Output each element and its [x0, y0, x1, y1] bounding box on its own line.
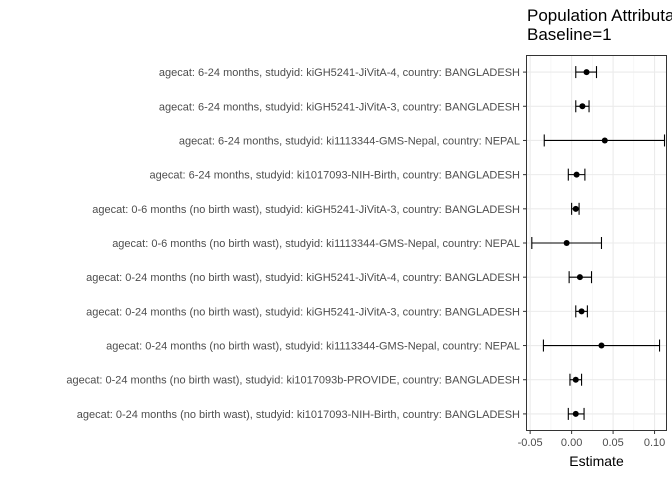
- estimate-point: [573, 171, 580, 178]
- x-axis: -0.05 0.00 0.05 0.10: [518, 431, 665, 449]
- estimate-point: [572, 410, 579, 417]
- x-tick-label: 0.05: [602, 437, 623, 449]
- estimate-point: [583, 69, 590, 76]
- row-label: agecat: 0-24 months (no birth wast), stu…: [86, 306, 520, 318]
- estimate-point: [576, 274, 583, 281]
- x-tick-label: 0.10: [644, 437, 665, 449]
- row-label: agecat: 6-24 months, studyid: kiGH5241-J…: [159, 67, 520, 79]
- row-label: agecat: 0-24 months (no birth wast), stu…: [66, 375, 520, 387]
- row-label: agecat: 6-24 months, studyid: ki1017093-…: [149, 170, 520, 182]
- row-label: agecat: 6-24 months, studyid: ki1113344-…: [179, 135, 520, 147]
- row-label: agecat: 0-6 months (no birth wast), stud…: [92, 204, 520, 216]
- estimate-point: [578, 308, 585, 315]
- row-label: agecat: 0-24 months (no birth wast), stu…: [106, 341, 520, 353]
- panel-border: [526, 55, 667, 431]
- estimate-point: [563, 240, 570, 246]
- row-label: agecat: 0-24 months (no birth wast), stu…: [86, 272, 520, 284]
- chart-title-line-1: Population Attributable Fraction: [527, 6, 672, 25]
- row-labels: agecat: 6-24 months, studyid: kiGH5241-J…: [66, 67, 526, 421]
- estimate-point: [601, 137, 608, 144]
- x-tick-label: 0.00: [561, 437, 582, 449]
- row-label: agecat: 0-24 months (no birth wast), stu…: [77, 409, 520, 421]
- chart-title-line-2: Baseline=1: [527, 25, 612, 44]
- estimate-point: [572, 205, 579, 212]
- row-label: agecat: 0-6 months (no birth wast), stud…: [112, 238, 520, 250]
- estimate-point: [572, 376, 579, 383]
- data-marks: [531, 66, 666, 420]
- x-tick-label: -0.05: [518, 437, 543, 449]
- x-axis-title: Estimate: [569, 453, 624, 469]
- estimate-point: [598, 342, 605, 349]
- row-label: agecat: 6-24 months, studyid: kiGH5241-J…: [159, 101, 520, 113]
- estimate-point: [579, 103, 586, 110]
